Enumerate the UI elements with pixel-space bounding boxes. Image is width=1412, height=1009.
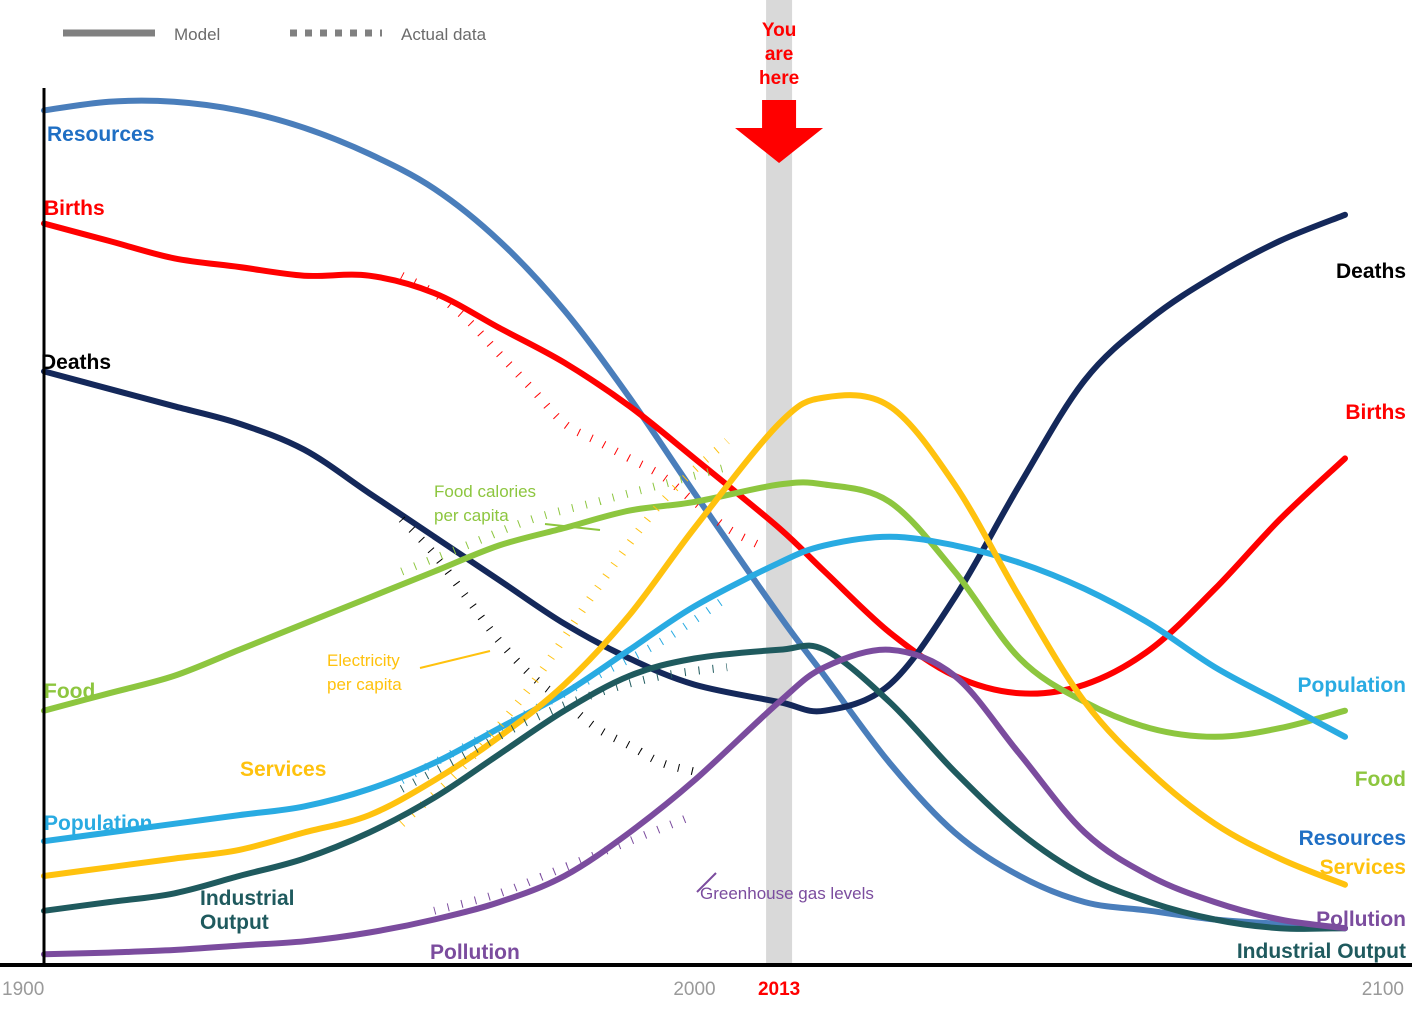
series-line-services — [41, 392, 1348, 888]
series-label-industrial-output: Industrial — [200, 887, 295, 910]
annotation-leader-greenhouse-gas-levels — [696, 872, 717, 893]
x-tick-2100: 2100 — [1362, 979, 1404, 1000]
series-label-industrial-output-2: Output — [200, 911, 269, 934]
series-labels-left: Resources Births Deaths Food Population Servi… — [41, 123, 520, 964]
series-label-resources: Resources — [47, 123, 154, 146]
series-label-services: Services — [240, 758, 326, 781]
annotation-electricity-per-capita-line-2: per capita — [327, 675, 402, 694]
series-label-food: Food — [1355, 768, 1406, 791]
series-line-births — [41, 220, 1348, 697]
annotation-food-calories-per-capita-line-1: Food calories — [434, 482, 536, 501]
annotation-leader-food-calories-per-capita — [544, 523, 601, 531]
x-tick-1900: 1900 — [2, 979, 44, 1000]
annotation-food-calories-per-capita-line-2: per capita — [434, 506, 509, 525]
you-are-here-line-1: You — [762, 20, 796, 41]
series-line-greenhouse-gas-levels-actual-data — [433, 811, 697, 915]
series-line-pollution — [41, 646, 1348, 958]
series-label-deaths: Deaths — [41, 351, 111, 374]
x-axis-ticks: 1900 2000 2013 2100 — [2, 979, 1404, 1000]
legend-label-model: Model — [174, 25, 220, 44]
series-label-population: Population — [1298, 674, 1407, 697]
series-label-resources: Resources — [1299, 827, 1406, 850]
legend: Model Actual data — [63, 25, 487, 44]
series-line-industrial-output-actual-data — [399, 663, 728, 793]
series-label-pollution: Pollution — [1316, 908, 1406, 931]
x-tick-2000: 2000 — [673, 979, 715, 1000]
you-are-here-line-3: here — [759, 68, 799, 89]
x-tick-2013: 2013 — [758, 979, 800, 1000]
series-lines-group — [41, 97, 1348, 958]
series-label-industrial-output: Industrial Output — [1237, 940, 1406, 963]
series-labels-right: Deaths Births Population Food Resources Servi… — [1237, 260, 1406, 963]
series-line-deaths-actual-data — [398, 516, 696, 776]
series-line-industrial-output — [41, 642, 1348, 932]
series-label-deaths: Deaths — [1336, 260, 1406, 283]
you-are-here-marker: You are here — [735, 20, 824, 163]
series-line-deaths — [41, 211, 1348, 715]
series-line-food — [41, 479, 1348, 740]
series-label-population: Population — [44, 812, 153, 835]
series-label-pollution: Pollution — [430, 941, 520, 964]
annotation-greenhouse-gas-levels-line-1: Greenhouse gas levels — [700, 884, 874, 903]
series-line-electricity-per-capita-actual-data — [399, 438, 730, 827]
series-line-population — [41, 533, 1348, 845]
series-label-services: Services — [1320, 856, 1406, 879]
annotations: Food calories per capita Electricity per ca… — [327, 482, 874, 903]
you-are-here-line-2: are — [765, 44, 794, 65]
series-label-food: Food — [44, 680, 95, 703]
series-label-births: Births — [1345, 401, 1406, 424]
you-are-here-arrow-icon — [735, 100, 824, 163]
series-label-births: Births — [44, 197, 105, 220]
series-line-resources — [41, 97, 1348, 932]
legend-label-actual-data: Actual data — [401, 25, 487, 44]
annotation-electricity-per-capita-line-1: Electricity — [327, 651, 400, 670]
annotation-leader-electricity-per-capita — [419, 650, 491, 669]
